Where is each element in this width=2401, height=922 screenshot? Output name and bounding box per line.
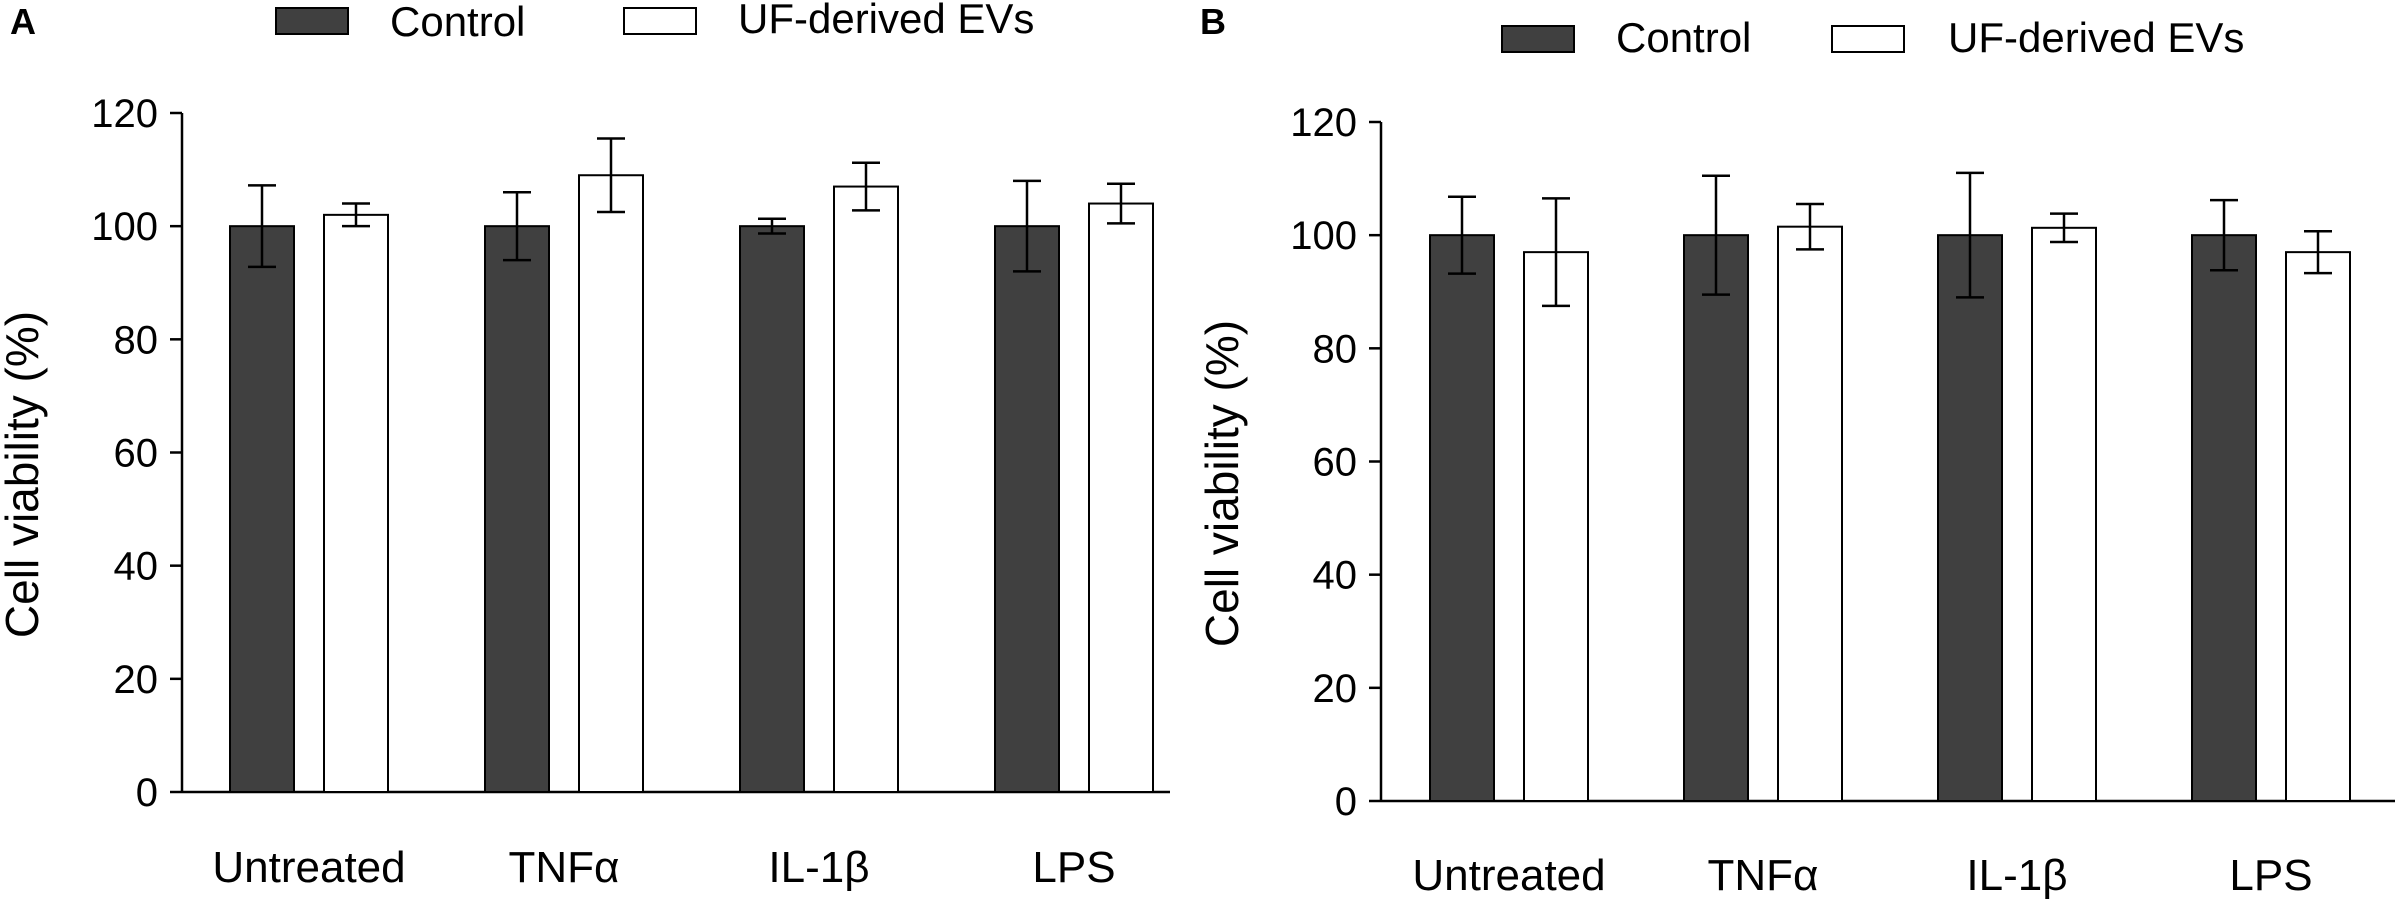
bar [578,174,644,794]
y-tick-label: 20 [1313,667,1358,711]
y-tick-label: 40 [1313,554,1358,598]
bar [833,185,899,793]
legend-label: UF-derived EVs [738,0,1034,42]
legend-swatch [275,7,349,35]
category-label: IL-1β [1966,851,2067,900]
bar [1777,225,1843,803]
category-label: LPS [2229,851,2312,900]
bar [739,225,805,793]
panel-letter: A [10,1,36,42]
y-tick-label: 60 [114,432,159,476]
legend-label: Control [390,0,525,45]
category-label: TNFα [509,843,620,892]
y-tick-label: 100 [1290,214,1357,258]
y-tick-label: 100 [91,205,158,249]
bar [2031,226,2097,802]
y-tick-label: 0 [136,771,158,815]
bar [2191,234,2257,802]
y-axis-label: Cell viability (%) [1196,320,1248,647]
bar [1683,234,1749,802]
y-tick-label: 120 [91,92,158,136]
bar [1523,251,1589,802]
y-tick-label: 80 [1313,327,1358,371]
category-label: IL-1β [768,843,869,892]
panel-b-chart: B Control UF-derived EVs 0 20 40 60 80 100 120 Cel… [1196,1,2395,900]
y-tick-label: 0 [1335,780,1357,824]
legend-label: UF-derived EVs [1948,14,2244,61]
panel-a-chart: A Control UF-derived EVs 0 20 40 60 80 100 120 Cel… [0,0,1170,892]
panel-letter: B [1200,1,1226,42]
category-label: Untreated [1412,851,1605,900]
y-tick-label: 60 [1313,441,1358,485]
bar [484,225,550,793]
legend-swatch [623,7,697,35]
category-label: Untreated [212,843,405,892]
bar [323,213,389,794]
y-axis-label: Cell viability (%) [0,311,48,638]
category-label: LPS [1032,843,1115,892]
legend-label: Control [1616,14,1751,61]
legend-swatch [1831,25,1905,53]
y-tick-label: 120 [1290,101,1357,145]
bar [229,225,295,793]
y-tick-label: 80 [114,318,159,362]
bar [1937,234,2003,802]
bar [994,225,1060,793]
y-tick-label: 40 [114,545,159,589]
bar [2285,251,2351,802]
bar [1429,234,1495,802]
legend-swatch [1501,25,1575,53]
bar [1088,202,1154,794]
y-tick-label: 20 [114,658,159,702]
category-label: TNFα [1708,851,1819,900]
